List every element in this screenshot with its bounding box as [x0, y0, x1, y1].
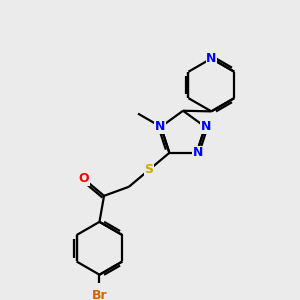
Text: N: N [193, 146, 203, 159]
Text: N: N [201, 120, 211, 133]
Text: N: N [155, 120, 165, 133]
Text: Br: Br [92, 289, 107, 300]
Text: O: O [79, 172, 89, 185]
Text: N: N [206, 52, 217, 65]
Text: S: S [145, 163, 154, 176]
